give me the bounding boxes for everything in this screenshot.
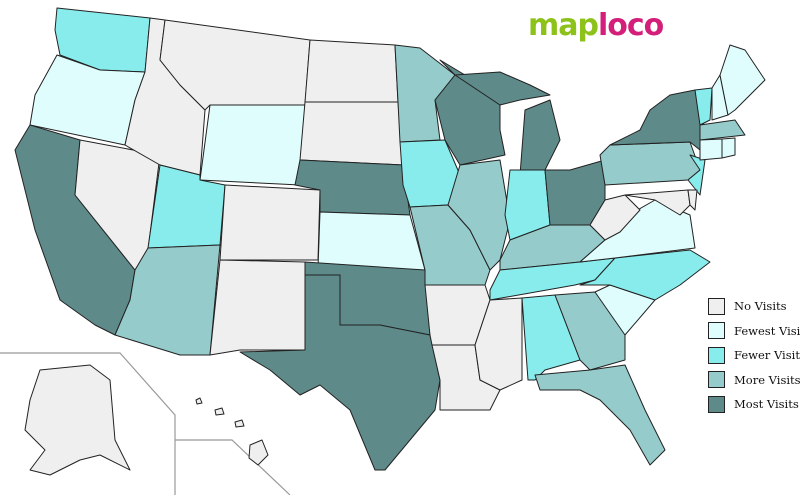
state-shape-fl[interactable] [534, 364, 666, 466]
state-wv[interactable] [589, 194, 641, 241]
legend-label: Fewest Visits [734, 323, 800, 338]
legend-swatch [708, 346, 725, 364]
legend-swatch [708, 322, 725, 340]
state-ak[interactable] [24, 364, 131, 476]
logo-part-map: map [528, 8, 599, 43]
state-il[interactable] [447, 159, 511, 271]
legend-item-more-visits: More Visits [708, 368, 800, 393]
legend-swatch [708, 371, 725, 389]
state-ct[interactable] [699, 138, 723, 161]
state-shape-ma[interactable] [699, 119, 746, 141]
state-shape-de[interactable] [687, 189, 698, 211]
state-shape-nc[interactable] [579, 249, 711, 301]
state-hi[interactable] [195, 397, 269, 466]
state-sd[interactable] [299, 101, 404, 166]
state-wy[interactable] [199, 104, 306, 186]
state-shape-md[interactable] [624, 189, 691, 216]
state-shape-il[interactable] [447, 159, 511, 271]
state-shape-mi[interactable] [454, 71, 551, 106]
legend-label: No Visits [734, 299, 787, 314]
state-de[interactable] [687, 189, 698, 211]
logo-part-loco: loco [597, 8, 664, 43]
state-pa[interactable] [599, 141, 701, 186]
legend-item-fewer-visits: Fewer Visits [708, 343, 800, 368]
state-nd[interactable] [304, 39, 399, 103]
state-az[interactable] [114, 244, 221, 356]
maploco-logo: maploco [528, 8, 664, 43]
state-shape-az[interactable] [114, 244, 221, 356]
state-fl[interactable] [534, 364, 666, 466]
state-mi[interactable] [454, 71, 561, 176]
state-shape-tx[interactable] [239, 274, 441, 471]
state-nm[interactable] [209, 259, 306, 356]
state-shape-hi[interactable] [195, 397, 203, 405]
state-shape-hi[interactable] [214, 407, 225, 416]
state-shape-nd[interactable] [304, 39, 399, 103]
state-shape-vt[interactable] [694, 87, 713, 126]
inset-divider [0, 352, 176, 495]
inset-divider [175, 439, 291, 495]
legend-label: Fewer Visits [734, 348, 800, 363]
state-ks[interactable] [317, 211, 426, 271]
state-shape-me[interactable] [719, 44, 766, 116]
state-shape-wy[interactable] [199, 104, 306, 186]
state-shape-ri[interactable] [721, 137, 736, 159]
state-shape-co[interactable] [219, 184, 321, 261]
state-me[interactable] [719, 44, 766, 116]
legend-label: More Visits [734, 372, 800, 387]
legend-item-most-visits: Most Visits [708, 392, 800, 417]
state-shape-pa[interactable] [599, 141, 701, 186]
state-ny[interactable] [609, 89, 706, 151]
state-shape-nm[interactable] [209, 259, 306, 356]
state-shape-ks[interactable] [317, 211, 426, 271]
legend-label: Most Visits [734, 397, 799, 412]
state-shape-mi[interactable] [519, 99, 561, 176]
state-shape-wv[interactable] [589, 194, 641, 241]
state-shape-sd[interactable] [299, 101, 404, 166]
state-md[interactable] [624, 189, 691, 216]
state-tx[interactable] [239, 274, 441, 471]
state-shape-ny[interactable] [609, 89, 706, 151]
state-shape-hi[interactable] [248, 439, 269, 466]
state-ma[interactable] [699, 119, 746, 141]
state-shape-hi[interactable] [234, 419, 245, 428]
state-ri[interactable] [721, 137, 736, 159]
state-mn[interactable] [394, 44, 456, 143]
state-shape-mn[interactable] [394, 44, 456, 143]
state-nc[interactable] [579, 249, 711, 301]
legend-swatch [708, 297, 725, 315]
state-co[interactable] [219, 184, 321, 261]
legend-item-no-visits: No Visits [708, 294, 800, 319]
state-shape-ct[interactable] [699, 138, 723, 161]
legend-swatch [708, 395, 725, 413]
state-shape-ak[interactable] [24, 364, 131, 476]
state-vt[interactable] [694, 87, 713, 126]
legend-item-fewest-visits: Fewest Visits [708, 319, 800, 344]
legend: No Visits Fewest Visits Fewer Visits Mor… [708, 294, 800, 417]
